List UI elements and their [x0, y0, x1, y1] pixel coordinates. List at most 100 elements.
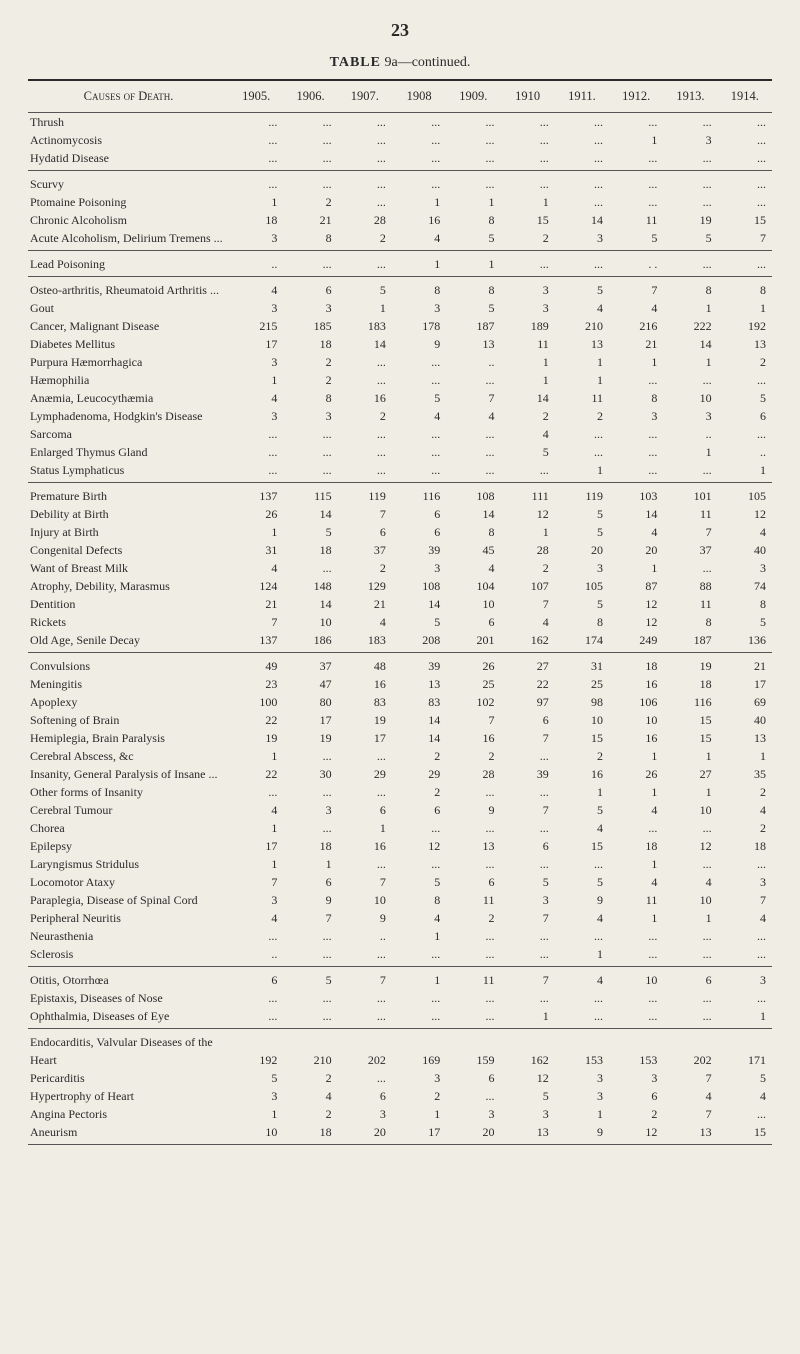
cell-value: 4 [283, 1087, 337, 1105]
cell-value: 19 [663, 652, 717, 675]
cell-value: 10 [338, 891, 392, 909]
cell-value: 4 [718, 1087, 772, 1105]
cell-value: 16 [555, 765, 609, 783]
cell-value: 1 [663, 353, 717, 371]
cell-value: ... [338, 170, 392, 193]
cause-label: Peripheral Neuritis [28, 909, 229, 927]
cell-value: 2 [392, 747, 446, 765]
cell-value: 3 [500, 276, 554, 299]
cell-value: 1 [500, 523, 554, 541]
cell-value: 9 [555, 1123, 609, 1144]
cell-value: ... [283, 989, 337, 1007]
cell-value: 5 [609, 229, 663, 250]
cell-value: 20 [555, 541, 609, 559]
cell-value: 15 [718, 1123, 772, 1144]
cell-value: 108 [392, 577, 446, 595]
table-row: Ptomaine Poisoning 12...111............ [28, 193, 772, 211]
table-row: Rickets 710456481285 [28, 613, 772, 631]
cell-value: 31 [229, 541, 283, 559]
cell-value: ... [718, 170, 772, 193]
cell-value: .. [718, 443, 772, 461]
cell-value: 17 [229, 335, 283, 353]
cell-value: 189 [500, 317, 554, 335]
cause-label: Hemiplegia, Brain Paralysis [28, 729, 229, 747]
cause-label: Status Lymphaticus [28, 461, 229, 482]
table-row: Sclerosis .................1......... [28, 945, 772, 966]
cell-value: 2 [446, 747, 500, 765]
cell-value: 21 [338, 595, 392, 613]
cell-value: 5 [392, 389, 446, 407]
cell-value: 10 [609, 966, 663, 989]
cell-value: ... [663, 855, 717, 873]
cell-value: 7 [283, 909, 337, 927]
cell-value: ... [718, 193, 772, 211]
cell-value: ... [283, 425, 337, 443]
cell-value: 2 [718, 783, 772, 801]
table-row: Thrush .............................. [28, 113, 772, 132]
cell-value: 137 [229, 482, 283, 505]
cause-label: Epistaxis, Diseases of Nose [28, 989, 229, 1007]
cell-value: 7 [500, 966, 554, 989]
cell-value: 1 [446, 250, 500, 276]
cell-value: 1 [229, 747, 283, 765]
table-row: Chorea 1...1.........4......2 [28, 819, 772, 837]
cell-value: 1 [338, 299, 392, 317]
cause-label: Premature Birth [28, 482, 229, 505]
cause-label: Dentition [28, 595, 229, 613]
cell-value: 5 [283, 523, 337, 541]
cause-label: Ophthalmia, Diseases of Eye [28, 1007, 229, 1028]
cell-value: 3 [500, 891, 554, 909]
cell-value: 1 [609, 353, 663, 371]
cell-value: ... [283, 461, 337, 482]
cell-value: 12 [500, 505, 554, 523]
cell-value: 18 [609, 652, 663, 675]
cell-value: 9 [392, 335, 446, 353]
cell-value: ... [338, 1069, 392, 1087]
cell-value: 11 [609, 891, 663, 909]
cell-value: ... [609, 1007, 663, 1028]
cell-value: ... [392, 113, 446, 132]
cell-value: 5 [446, 229, 500, 250]
table-row: Softening of Brain 221719147610101540 [28, 711, 772, 729]
cell-value: 3 [338, 1105, 392, 1123]
cell-value: ... [338, 149, 392, 170]
cell-value [555, 1028, 609, 1051]
cell-value: 11 [663, 505, 717, 523]
table-title-bold: TABLE [330, 55, 381, 70]
cell-value: 1 [609, 783, 663, 801]
cell-value: 7 [609, 276, 663, 299]
cell-value: 1 [392, 966, 446, 989]
cell-value: 5 [446, 299, 500, 317]
cell-value: 8 [663, 276, 717, 299]
cell-value: 4 [609, 801, 663, 819]
cell-value: 3 [609, 1069, 663, 1087]
cell-value: 4 [392, 909, 446, 927]
cell-value: ... [338, 193, 392, 211]
cell-value: 16 [392, 211, 446, 229]
table-row: Convulsions 49374839262731181921 [28, 652, 772, 675]
cell-value: 1 [500, 353, 554, 371]
cell-value: 124 [229, 577, 283, 595]
table-row: Aneurism 1018201720139121315 [28, 1123, 772, 1144]
cell-value: 3 [392, 559, 446, 577]
table-row: Gout 3313534411 [28, 299, 772, 317]
cell-value: 222 [663, 317, 717, 335]
table-row: Debility at Birth 26147614125141112 [28, 505, 772, 523]
cell-value: ... [446, 1007, 500, 1028]
cell-value: 3 [500, 299, 554, 317]
cell-value: 105 [718, 482, 772, 505]
cell-value: 69 [718, 693, 772, 711]
cell-value: 30 [283, 765, 337, 783]
cell-value: 14 [555, 211, 609, 229]
cell-value: ... [446, 443, 500, 461]
cell-value: 39 [392, 652, 446, 675]
cell-value: 3 [283, 407, 337, 425]
cell-value: ... [338, 250, 392, 276]
cause-label: Atrophy, Debility, Marasmus [28, 577, 229, 595]
cause-label: Cancer, Malignant Disease [28, 317, 229, 335]
cell-value: 187 [663, 631, 717, 652]
cell-value: 7 [663, 1069, 717, 1087]
cell-value: 2 [283, 1069, 337, 1087]
cell-value: ... [718, 250, 772, 276]
cell-value: 8 [283, 389, 337, 407]
